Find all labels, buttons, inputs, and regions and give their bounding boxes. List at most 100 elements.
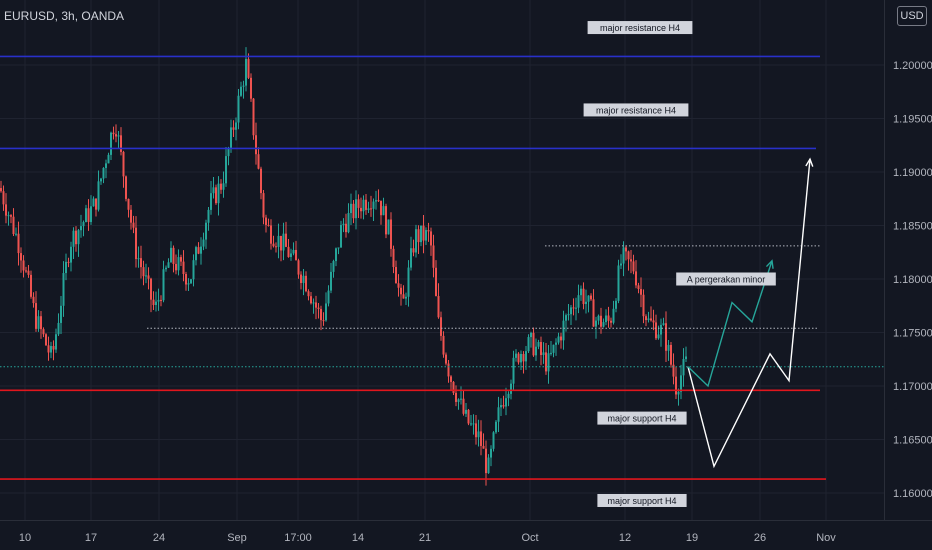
candle-body xyxy=(375,200,377,202)
candle-body xyxy=(130,209,132,223)
candle-body xyxy=(440,317,442,336)
candle-body xyxy=(405,296,407,299)
level-label: major resistance H4 xyxy=(596,105,676,115)
price-tick-label: 1.17000 xyxy=(893,381,932,393)
candle-body xyxy=(555,342,557,345)
candle-body xyxy=(135,227,137,260)
candle-body xyxy=(132,222,135,228)
candle-body xyxy=(167,262,170,268)
candle-body xyxy=(392,248,395,268)
candles-group xyxy=(0,47,687,486)
candle-body xyxy=(620,263,622,266)
candle-body xyxy=(5,204,7,216)
candle-body xyxy=(420,225,422,243)
candle-body xyxy=(500,405,502,408)
candle-body xyxy=(530,332,532,338)
candle-body xyxy=(360,207,362,212)
candle-body xyxy=(217,183,220,204)
candle-body xyxy=(250,77,252,99)
candle-body xyxy=(257,154,260,169)
candle-body xyxy=(355,199,357,219)
projection-major-path xyxy=(687,159,811,469)
candle-body xyxy=(180,257,182,262)
candle-body xyxy=(140,258,142,268)
candle-body xyxy=(265,217,267,225)
candle-body xyxy=(675,376,677,395)
price-tick-label: 1.18000 xyxy=(893,274,932,286)
time-tick-label: 19 xyxy=(686,532,698,544)
candle-body xyxy=(585,301,587,305)
candle-body xyxy=(552,344,555,353)
candle-body xyxy=(515,353,517,358)
candle-body xyxy=(512,357,515,384)
candle-body xyxy=(475,423,477,438)
candle-body xyxy=(27,270,30,275)
time-tick-label: 24 xyxy=(153,532,165,544)
time-tick-label: 10 xyxy=(19,532,31,544)
candle-body xyxy=(415,229,417,253)
candle-body xyxy=(365,199,367,210)
candle-body xyxy=(177,257,180,271)
candle-body xyxy=(525,351,527,362)
candle-body xyxy=(75,230,77,245)
price-axis[interactable]: 1.20000 1.19500 1.19000 1.18500 1.18000 1.175… xyxy=(893,60,932,500)
candle-body xyxy=(350,203,352,214)
annotation-labels: major resistance H4 major resistance H4 ma… xyxy=(583,21,776,507)
candle-body xyxy=(562,320,565,341)
candle-body xyxy=(527,337,530,352)
candle-body xyxy=(127,198,130,210)
candle-body xyxy=(42,329,45,335)
level-label-bg xyxy=(597,411,687,425)
candle-body xyxy=(22,260,25,271)
candle-body xyxy=(550,352,552,354)
currency-button[interactable]: USD xyxy=(897,6,927,26)
candle-body xyxy=(497,407,500,422)
candle-body xyxy=(567,314,570,316)
candle-body xyxy=(417,229,420,243)
candle-body xyxy=(87,208,90,222)
candle-body xyxy=(642,294,645,317)
candle-body xyxy=(347,213,350,233)
candle-body xyxy=(632,261,635,272)
candle-body xyxy=(237,95,240,123)
candle-body xyxy=(277,235,280,247)
time-tick-label: Nov xyxy=(816,532,836,544)
candle-body xyxy=(227,148,230,157)
projection-group xyxy=(687,157,814,469)
candle-body xyxy=(267,224,270,226)
candle-body xyxy=(295,249,297,261)
candle-body xyxy=(107,154,110,164)
time-axis[interactable]: 10 17 24 Sep 17:00 14 21 Oct 12 19 26 Nov xyxy=(19,532,836,544)
candle-body xyxy=(395,267,397,284)
candle-body xyxy=(592,299,595,327)
candle-body xyxy=(105,163,107,168)
candle-body xyxy=(330,271,332,291)
candle-body xyxy=(445,354,447,364)
candle-body xyxy=(612,308,615,323)
projection-major-path-arrowhead xyxy=(805,157,814,167)
candle-body xyxy=(170,247,172,263)
candle-body xyxy=(370,208,372,210)
candle-body xyxy=(0,188,2,192)
time-tick-label: Oct xyxy=(521,532,538,544)
candle-body xyxy=(92,198,95,207)
candle-body xyxy=(635,271,637,286)
candle-body xyxy=(230,127,232,149)
candle-body xyxy=(45,334,47,346)
candle-body xyxy=(220,183,222,190)
candle-body xyxy=(52,346,55,350)
time-tick-label: 17:00 xyxy=(284,532,312,544)
candle-body xyxy=(47,345,50,353)
candle-body xyxy=(507,393,510,399)
candle-body xyxy=(397,283,400,288)
candle-body xyxy=(655,322,657,339)
candle-body xyxy=(70,246,72,263)
candle-body xyxy=(382,206,385,216)
candle-body xyxy=(275,246,277,248)
candle-body xyxy=(437,296,440,318)
candle-body xyxy=(165,267,167,270)
candle-body xyxy=(517,353,520,363)
candle-body xyxy=(225,156,227,184)
level-label-bg xyxy=(597,493,687,507)
